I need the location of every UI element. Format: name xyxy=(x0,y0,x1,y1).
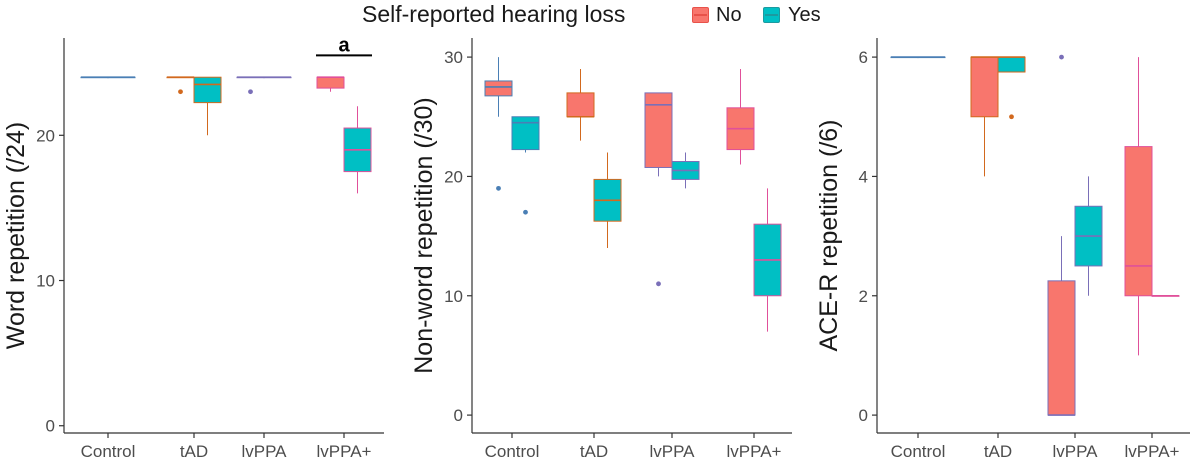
box-yes-tad xyxy=(997,56,1026,120)
legend-key-no xyxy=(692,7,709,23)
y-tick-label: 20 xyxy=(444,167,463,186)
box-body xyxy=(970,56,999,118)
box-yes-tad xyxy=(593,152,622,249)
box-no-control xyxy=(890,56,919,59)
box-yes-tad xyxy=(193,76,222,136)
y-tick-label: 4 xyxy=(859,167,868,186)
y-tick-label: 6 xyxy=(859,48,868,67)
box-yes-lvppa xyxy=(263,76,292,79)
box-no-lvppa-plus xyxy=(726,69,755,165)
box-yes-lvppa-plus xyxy=(753,188,782,332)
box-body xyxy=(1047,280,1076,416)
x-tick-label-control: Control xyxy=(81,442,136,460)
box-no-lvppa-plus xyxy=(1124,57,1153,356)
outlier-point xyxy=(496,185,501,191)
box-no-lvppa xyxy=(236,76,265,95)
outlier-point xyxy=(178,89,183,95)
legend: Self-reported hearing loss No Yes xyxy=(0,0,1200,32)
box-no-tad xyxy=(970,56,999,177)
x-tick-label-tad: tAD xyxy=(984,442,1012,460)
x-tick-label-tad: tAD xyxy=(180,442,208,460)
box-body xyxy=(997,56,1026,73)
box-no-control xyxy=(484,57,513,191)
x-tick-label-lvppa: lvPPA xyxy=(1052,442,1098,460)
panel-2: 0 10 20 30 Control tAD lvPPA lvPPA+ Non-word rep… xyxy=(410,38,792,460)
legend-title: Self-reported hearing loss xyxy=(362,1,626,27)
y-axis-title: Word repetition (/24) xyxy=(2,122,30,349)
x-tick-label-lvppa: lvPPA xyxy=(241,442,287,460)
x-tick-label-lvppa-plus: lvPPA+ xyxy=(1125,442,1180,460)
box-yes-lvppa xyxy=(1074,176,1103,296)
x-tick-label-control: Control xyxy=(485,442,540,460)
y-tick-label: 0 xyxy=(46,417,55,436)
significance-label: a xyxy=(338,34,350,56)
box-body xyxy=(566,92,595,118)
box-body xyxy=(1124,146,1153,297)
x-tick-label-lvppa-plus: lvPPA+ xyxy=(727,442,782,460)
box-body xyxy=(316,76,345,89)
y-tick-label: 0 xyxy=(454,406,463,425)
y-tick-label: 0 xyxy=(859,406,868,425)
box-no-control xyxy=(80,76,109,79)
box-no-tad xyxy=(566,69,595,141)
box-no-lvppa xyxy=(1047,54,1076,416)
y-tick-label: 10 xyxy=(36,272,55,291)
x-tick-label-lvppa: lvPPA xyxy=(649,442,695,460)
legend-label-no: No xyxy=(716,4,742,26)
panel-3: 0 2 4 6 Control tAD lvPPA lvPPA+ ACE-R repetitio… xyxy=(815,38,1190,460)
outlier-point xyxy=(1009,114,1014,120)
x-tick-label-control: Control xyxy=(891,442,946,460)
box-yes-control xyxy=(107,76,136,79)
box-yes-lvppa-plus xyxy=(1151,294,1180,297)
legend-key-yes xyxy=(763,7,780,23)
box-yes-lvppa xyxy=(671,152,700,189)
box-body xyxy=(193,76,222,104)
box-no-tad xyxy=(166,76,195,95)
y-axis-title: Non-word repetition (/30) xyxy=(410,97,438,374)
panel-1: 0 10 20 Control tAD lvPPA lvPPA+ Word repetitio… xyxy=(2,34,384,460)
box-yes-control xyxy=(511,116,540,215)
y-tick-label: 20 xyxy=(36,126,55,145)
outlier-point xyxy=(523,209,528,215)
outlier-point xyxy=(1059,54,1064,60)
box-no-lvppa xyxy=(644,92,673,287)
outlier-point xyxy=(248,89,253,95)
x-tick-label-tad: tAD xyxy=(580,442,608,460)
box-body xyxy=(484,80,513,97)
y-tick-label: 2 xyxy=(859,287,868,306)
x-tick-label-lvppa-plus: lvPPA+ xyxy=(317,442,372,460)
y-tick-label: 30 xyxy=(444,48,463,67)
y-axis-title: ACE-R repetition (/6) xyxy=(815,119,843,351)
y-tick-label: 10 xyxy=(444,287,463,306)
box-body xyxy=(511,116,540,151)
box-yes-control xyxy=(917,56,946,59)
outlier-point xyxy=(656,281,661,287)
box-yes-lvppa-plus xyxy=(343,106,372,194)
legend-label-yes: Yes xyxy=(788,4,821,26)
box-no-lvppa-plus xyxy=(316,76,345,92)
